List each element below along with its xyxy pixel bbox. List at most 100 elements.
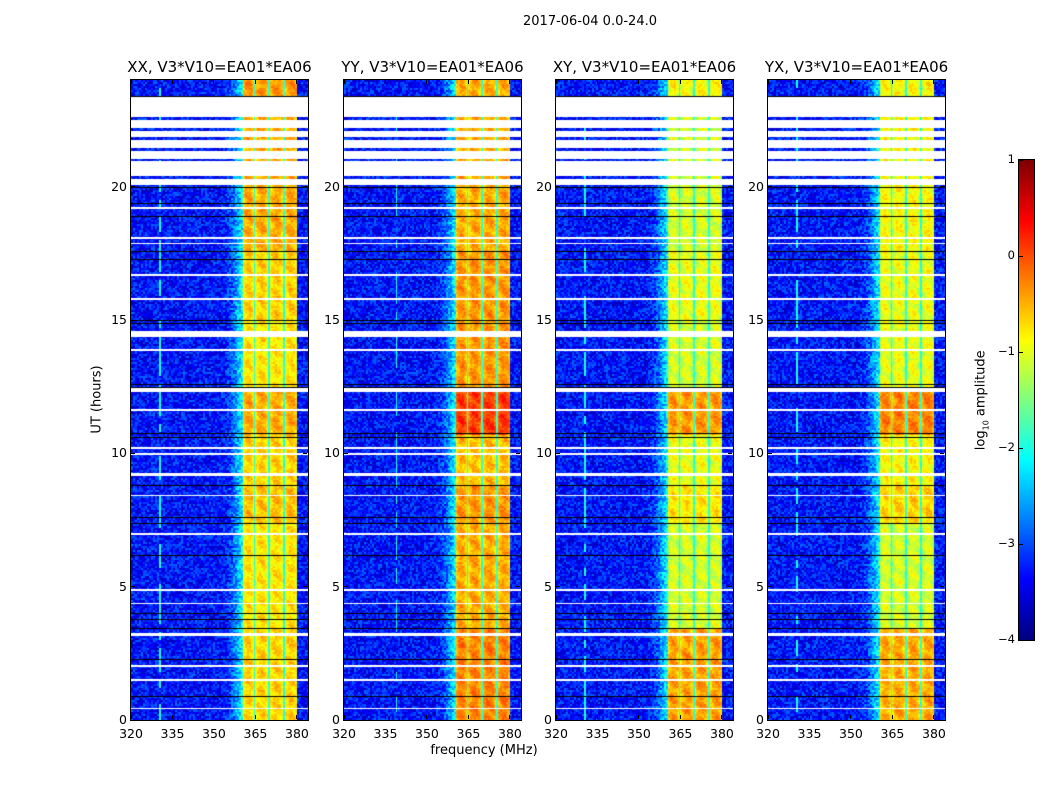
x-tick-label: 320 (332, 726, 356, 741)
panel-title: YY, V3*V10=EA01*EA06 (341, 58, 524, 76)
y-tick-mark (940, 452, 944, 454)
y-tick-mark (131, 719, 135, 721)
colorbar-tick-mark (1019, 256, 1023, 257)
panel-title: XX, V3*V10=EA01*EA06 (127, 58, 312, 76)
x-tick-mark (296, 80, 298, 84)
x-tick-mark (384, 80, 386, 84)
y-tick-label: 15 (111, 312, 127, 327)
colorbar-tick-mark (1019, 352, 1023, 353)
x-tick-label: 320 (756, 726, 780, 741)
x-tick-mark (555, 80, 557, 84)
y-tick-mark (516, 452, 520, 454)
y-tick-label: 10 (748, 445, 764, 461)
y-axis-label: UT (hours) (89, 365, 105, 434)
x-tick-label: 335 (373, 726, 398, 741)
colorbar-tick-label: 1 (1007, 152, 1015, 166)
y-tick-mark (728, 719, 732, 721)
x-tick-mark (638, 80, 640, 84)
y-tick-label: 15 (536, 312, 552, 327)
x-tick-mark (384, 715, 386, 719)
colorbar-label: log10 amplitude (974, 330, 991, 470)
colorbar: 1 0 −1 −2 −3 −4 (998, 152, 1035, 646)
x-axis-label: frequency (MHz) (430, 743, 538, 758)
x-tick-mark (721, 715, 723, 719)
x-tick-mark (426, 80, 428, 84)
heatmap-image (556, 80, 733, 720)
x-tick-label: 380 (285, 726, 309, 741)
x-tick-label: 380 (498, 726, 522, 741)
x-tick-label: 320 (544, 726, 568, 741)
x-tick-mark (254, 80, 256, 84)
y-tick-mark (728, 186, 732, 188)
x-tick-label: 335 (585, 726, 610, 741)
y-tick-mark (768, 719, 772, 721)
x-tick-label: 365 (456, 726, 481, 741)
y-tick-mark (940, 319, 944, 321)
y-tick-mark (344, 319, 348, 321)
x-tick-mark (638, 715, 640, 719)
y-tick-label: 0 (332, 712, 340, 727)
x-tick-label: 335 (797, 726, 822, 741)
y-tick-label: 10 (111, 445, 127, 461)
spectrogram-panel-yy: YY, V3*V10=EA01*EA06 320 335 350 365 380 0 5 10 1… (324, 58, 524, 741)
colorbar-tick-mark (1019, 160, 1023, 161)
x-tick-label: 365 (668, 726, 693, 741)
colorbar-frame (1018, 159, 1035, 641)
x-tick-mark (509, 80, 511, 84)
y-tick-mark (516, 719, 520, 721)
x-tick-mark (296, 715, 298, 719)
y-tick-mark (344, 452, 348, 454)
x-tick-mark (171, 715, 173, 719)
y-tick-mark (940, 719, 944, 721)
y-tick-mark (556, 452, 560, 454)
x-tick-mark (808, 715, 810, 719)
x-tick-mark (213, 715, 215, 719)
y-tick-mark (728, 319, 732, 321)
x-tick-mark (254, 715, 256, 719)
x-tick-label: 335 (160, 726, 185, 741)
x-tick-mark (130, 715, 132, 719)
y-tick-mark (940, 586, 944, 588)
x-tick-label: 365 (880, 726, 905, 741)
y-tick-mark (768, 319, 772, 321)
colorbar-tick-label: 0 (1007, 248, 1015, 262)
y-tick-label: 5 (332, 578, 340, 594)
colorbar-label-base: 10 (981, 420, 991, 431)
x-tick-mark (679, 715, 681, 719)
y-tick-mark (131, 452, 135, 454)
x-tick-mark (343, 80, 345, 84)
y-tick-label: 0 (756, 712, 764, 727)
colorbar-tick-label: −1 (998, 344, 1015, 358)
y-tick-mark (344, 586, 348, 588)
y-tick-mark (131, 319, 135, 321)
y-tick-label: 0 (544, 712, 552, 727)
y-tick-mark (556, 186, 560, 188)
x-tick-label: 350 (839, 726, 863, 741)
y-tick-mark (344, 186, 348, 188)
x-tick-mark (467, 715, 469, 719)
y-tick-mark (303, 586, 307, 588)
y-tick-mark (516, 586, 520, 588)
y-tick-mark (768, 186, 772, 188)
panel-title: XY, V3*V10=EA01*EA06 (552, 58, 737, 76)
heatmap-image (131, 80, 308, 720)
x-tick-mark (767, 715, 769, 719)
x-tick-label: 350 (627, 726, 651, 741)
y-tick-label: 20 (111, 178, 127, 194)
colorbar-tick-label: −3 (998, 536, 1015, 550)
x-tick-mark (850, 80, 852, 84)
x-tick-mark (850, 715, 852, 719)
y-tick-label: 5 (544, 578, 552, 594)
spectrogram-panel-yx: YX, V3*V10=EA01*EA06 320 335 350 365 380 0 5 10 1… (748, 58, 948, 741)
y-tick-label: 20 (536, 178, 552, 194)
x-tick-mark (509, 715, 511, 719)
x-tick-mark (171, 80, 173, 84)
x-tick-mark (891, 80, 893, 84)
x-tick-label: 350 (202, 726, 226, 741)
x-tick-mark (213, 80, 215, 84)
y-tick-mark (728, 452, 732, 454)
x-tick-mark (808, 80, 810, 84)
y-tick-label: 20 (324, 178, 340, 194)
heatmap-image (768, 80, 945, 720)
y-tick-mark (556, 719, 560, 721)
